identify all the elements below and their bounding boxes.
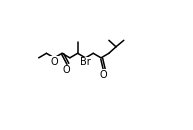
Text: O: O [63,66,70,75]
Text: O: O [50,57,58,67]
Text: O: O [99,70,107,80]
Text: Br: Br [80,57,91,67]
